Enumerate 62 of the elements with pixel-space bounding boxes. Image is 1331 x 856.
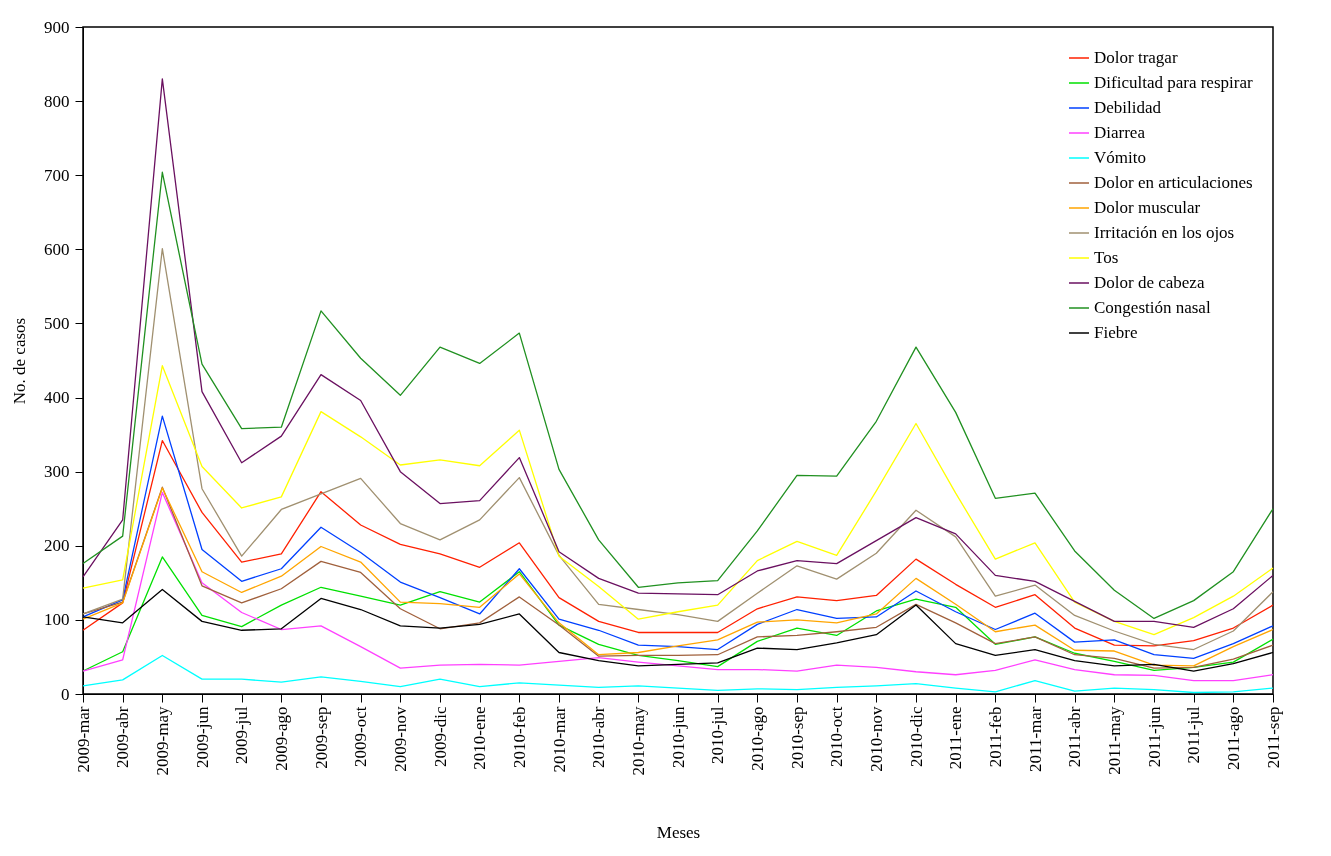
x-tick-label: 2009-jun (192, 706, 212, 768)
x-tick-label: 2011-jul (1184, 706, 1204, 764)
x-tick-label: 2009-may (152, 706, 172, 776)
y-tick-label: 400 (44, 388, 70, 408)
line-series (82, 247, 1274, 651)
x-tick-label: 2011-may (1104, 706, 1124, 775)
x-tick-label: 2011-ago (1223, 706, 1243, 771)
y-axis-title: No. de casos (10, 317, 29, 405)
legend-label: Dolor muscular (1094, 198, 1201, 217)
x-tick-label: 2011-abr (1065, 706, 1085, 768)
x-tick-label: 2010-feb (509, 706, 529, 768)
x-tick-label: 2009-jul (232, 706, 252, 765)
y-tick-label: 500 (44, 313, 70, 333)
x-tick-label: 2009-sep (311, 706, 331, 769)
x-tick-label: 2009-nov (390, 706, 410, 772)
x-tick-label: 2010-oct (827, 706, 847, 767)
x-tick-label: 2009-mar (73, 706, 93, 773)
x-axis-title: Meses (656, 823, 701, 843)
y-tick-label: 700 (44, 165, 70, 185)
x-tick-label: 2010-mar (549, 706, 569, 773)
x-tick-label: 2009-dic (430, 706, 450, 767)
legend-label: Tos (1094, 248, 1119, 267)
x-tick-label: 2011-sep (1263, 706, 1283, 769)
y-tick-label: 100 (44, 610, 70, 630)
line-series (82, 78, 1274, 628)
x-tick-label: 2009-abr (113, 706, 133, 768)
legend-label: Dolor en articulaciones (1094, 173, 1253, 192)
x-tick-label: 2010-ene (470, 706, 490, 770)
y-tick-label: 300 (44, 462, 70, 482)
x-tick-label: 2011-feb (985, 706, 1005, 768)
legend-label: Debilidad (1094, 98, 1162, 117)
y-tick-label: 600 (44, 239, 70, 259)
x-tick-label: 2011-ene (946, 706, 966, 770)
x-tick-label: 2010-dic (906, 706, 926, 767)
y-tick-label: 800 (44, 91, 70, 111)
line-series (82, 556, 1274, 672)
legend-label: Congestión nasal (1094, 298, 1211, 317)
legend-label: Dificultad para respirar (1094, 73, 1253, 92)
legend-label: Diarrea (1094, 123, 1146, 142)
y-tick-label: 900 (44, 17, 70, 37)
x-tick-label: 2010-jul (708, 706, 728, 765)
line-series (82, 415, 1274, 660)
line-series (82, 365, 1274, 636)
y-tick-label: 200 (44, 536, 70, 556)
x-tick-label: 2011-mar (1025, 706, 1045, 772)
y-tick-label: 0 (61, 684, 70, 704)
legend-label: Vómito (1094, 148, 1146, 167)
x-tick-label: 2009-oct (351, 706, 371, 767)
x-tick-label: 2011-jun (1144, 706, 1164, 768)
legend-label: Fiebre (1094, 323, 1138, 342)
x-tick-label: 2010-sep (787, 706, 807, 769)
x-tick-label: 2010-abr (589, 706, 609, 768)
legend-label: Irritación en los ojos (1094, 223, 1235, 242)
legend-label: Dolor de cabeza (1094, 273, 1205, 292)
x-tick-label: 2010-nov (866, 706, 886, 772)
x-tick-label: 2010-ago (747, 706, 767, 771)
x-tick-label: 2009-ago (271, 706, 291, 771)
x-tick-label: 2010-jun (668, 706, 688, 768)
x-tick-label: 2010-may (628, 706, 648, 776)
line-series (82, 171, 1274, 620)
line-series (82, 439, 1274, 647)
legend-label: Dolor tragar (1094, 48, 1178, 67)
